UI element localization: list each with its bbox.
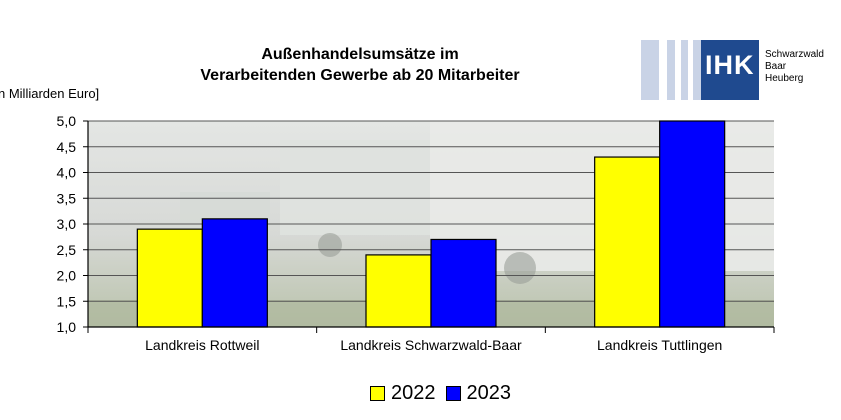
legend: 2022 2023	[370, 382, 511, 405]
legend-swatch-2022	[370, 386, 385, 401]
legend-swatch-2023	[445, 386, 461, 401]
bar-2022-2	[594, 156, 661, 328]
bar-2023-2	[659, 120, 726, 328]
y-tick-label-7: 4,5	[57, 139, 77, 155]
chart-title-line2: Verarbeitenden Gewerbe ab 20 Mitarbeiter	[200, 67, 520, 84]
y-tick-label-5: 3,5	[57, 190, 77, 206]
chart-title: Außenhandelsumsätze im Verarbeitenden Ge…	[140, 44, 580, 86]
bar-2023-0	[201, 218, 268, 328]
y-tick-label-0: 1,0	[57, 319, 77, 335]
legend-item-2022: 2022	[370, 382, 436, 405]
bar-2022-0	[136, 228, 203, 328]
x-tick-label-0: Landkreis Rottweil	[145, 337, 259, 353]
legend-label-2022: 2022	[391, 382, 436, 404]
y-tick-label-3: 2,5	[57, 242, 77, 258]
y-tick-label-2: 2,0	[57, 268, 77, 284]
logo-ihk-text: IHK	[705, 50, 755, 80]
logo-region-line2: Baar	[765, 61, 787, 72]
legend-label-2023: 2023	[466, 382, 512, 404]
chart-title-line1: Außenhandelsumsätze im	[261, 46, 459, 63]
legend-item-2023: 2023	[445, 382, 512, 405]
y-tick-label-6: 4,0	[57, 165, 77, 181]
x-tick-label-1: Landkreis Schwarzwald-Baar	[340, 337, 522, 353]
ihk-logo: IHK Schwarzwald Baar Heuberg	[641, 40, 836, 100]
y-axis-label: n Milliarden Euro]	[0, 86, 100, 101]
bar-2022-1	[365, 254, 432, 328]
x-tick-label-2: Landkreis Tuttlingen	[597, 337, 722, 353]
y-tick-label-8: 5,0	[57, 113, 77, 129]
y-tick-label-1: 1,5	[57, 293, 77, 309]
bar-2023-1	[430, 238, 497, 328]
logo-region-line3: Heuberg	[765, 73, 804, 84]
logo-blue-block	[701, 40, 759, 100]
logo-stripes-icon	[641, 40, 701, 100]
y-tick-label-4: 3,0	[57, 216, 77, 232]
logo-region-line1: Schwarzwald	[765, 49, 824, 60]
logo-region-text: Schwarzwald Baar Heuberg	[765, 49, 824, 85]
